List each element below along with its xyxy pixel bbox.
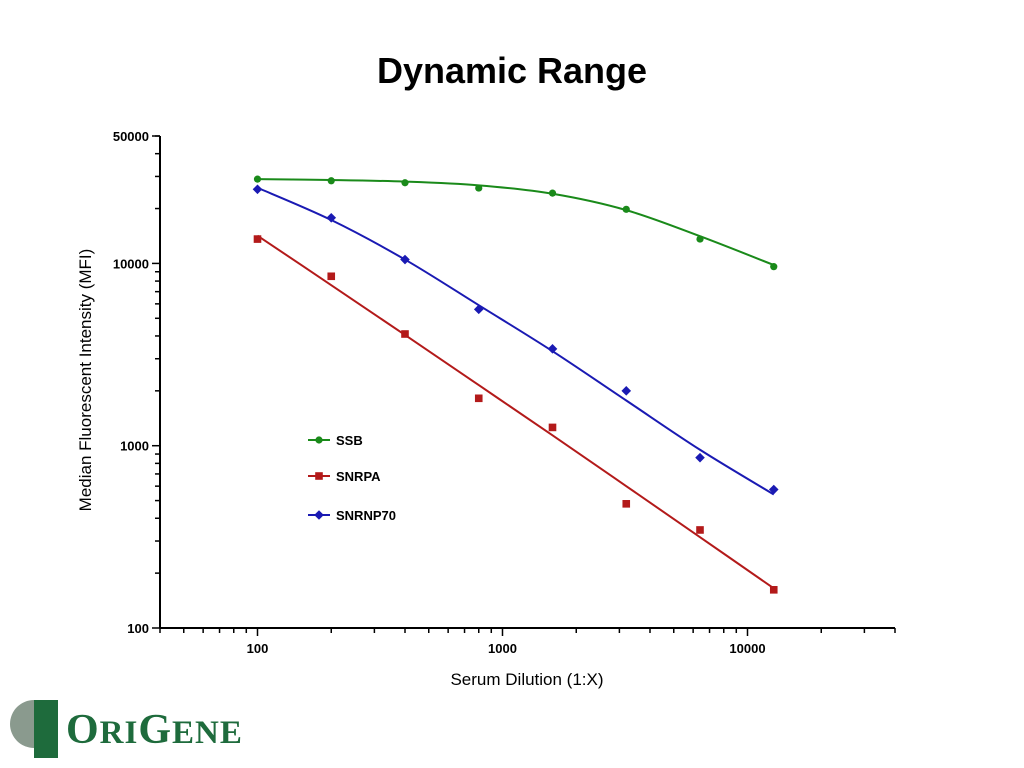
data-point-ssb (696, 235, 704, 243)
y-tick-label: 1000 (120, 439, 149, 454)
data-point-snrnp70 (547, 344, 558, 354)
series-snrnp70 (252, 184, 779, 496)
legend-marker-snrnp70 (314, 510, 324, 520)
data-point-snrpa (769, 586, 778, 594)
data-point-snrpa (548, 423, 557, 432)
y-tick-label: 100 (127, 621, 149, 636)
data-point-ssb (253, 175, 262, 183)
data-point-ssb (770, 263, 778, 271)
x-tick-label: 100 (247, 641, 269, 656)
slide-title: Dynamic Range (376, 50, 648, 91)
data-point-snrpa (401, 330, 409, 338)
data-point-snrpa (474, 394, 483, 403)
x-tick-label: 1000 (488, 641, 517, 656)
y-tick-label: 50000 (113, 129, 149, 144)
legend-label-snrpa: SNRPA (336, 469, 381, 484)
data-point-snrpa (696, 526, 704, 534)
data-point-ssb (548, 189, 557, 197)
logo-letters-ri: RI (99, 715, 139, 751)
origene-emblem-icon (10, 700, 58, 758)
series-snrpa (253, 234, 778, 594)
data-point-snrpa (622, 500, 631, 508)
logo-letter-o: O (66, 707, 100, 753)
legend-label-ssb: SSB (336, 433, 363, 448)
data-point-snrnp70 (695, 452, 705, 463)
y-axis-label: Median Fluorescent Intensity (MFI) (76, 249, 95, 512)
origene-logo: ORIGENE (8, 698, 258, 762)
data-point-ssb (327, 177, 335, 185)
data-point-ssb (622, 205, 630, 213)
chart-axes: 100 1000 10000 100 1000 10000 50000 (113, 129, 896, 656)
legend-marker-snrpa (315, 472, 323, 480)
legend-marker-ssb (315, 436, 323, 444)
x-tick-label: 10000 (729, 641, 765, 656)
data-point-snrnp70 (400, 254, 410, 265)
fit-line-snrnp70 (257, 186, 775, 496)
data-point-ssb (475, 184, 483, 192)
legend-label-snrnp70: SNRNP70 (336, 508, 396, 523)
data-point-ssb (401, 179, 409, 187)
fit-line-snrpa (256, 234, 775, 590)
data-point-snrnp70 (326, 212, 337, 223)
data-point-snrnp70 (252, 184, 263, 195)
chart-legend: SSB SNRPA SNRNP70 (308, 433, 396, 523)
y-tick-label: 10000 (113, 256, 149, 271)
data-point-snrnp70 (621, 386, 632, 396)
logo-wordmark: ORIGENE (66, 706, 243, 754)
logo-letters-ene: ENE (172, 715, 243, 751)
logo-letter-g: G (138, 707, 173, 753)
data-point-snrpa (327, 272, 336, 281)
data-point-snrnp70 (473, 304, 484, 315)
data-point-snrpa (253, 235, 262, 243)
chart-series-layer (252, 175, 779, 594)
series-ssb (253, 175, 778, 271)
fit-line-ssb (257, 178, 775, 266)
chart: 100 1000 10000 100 1000 10000 50000 SSB SNRPA SN… (76, 129, 896, 689)
data-point-snrnp70 (768, 484, 779, 495)
x-axis-label: Serum Dilution (1:X) (450, 670, 603, 689)
